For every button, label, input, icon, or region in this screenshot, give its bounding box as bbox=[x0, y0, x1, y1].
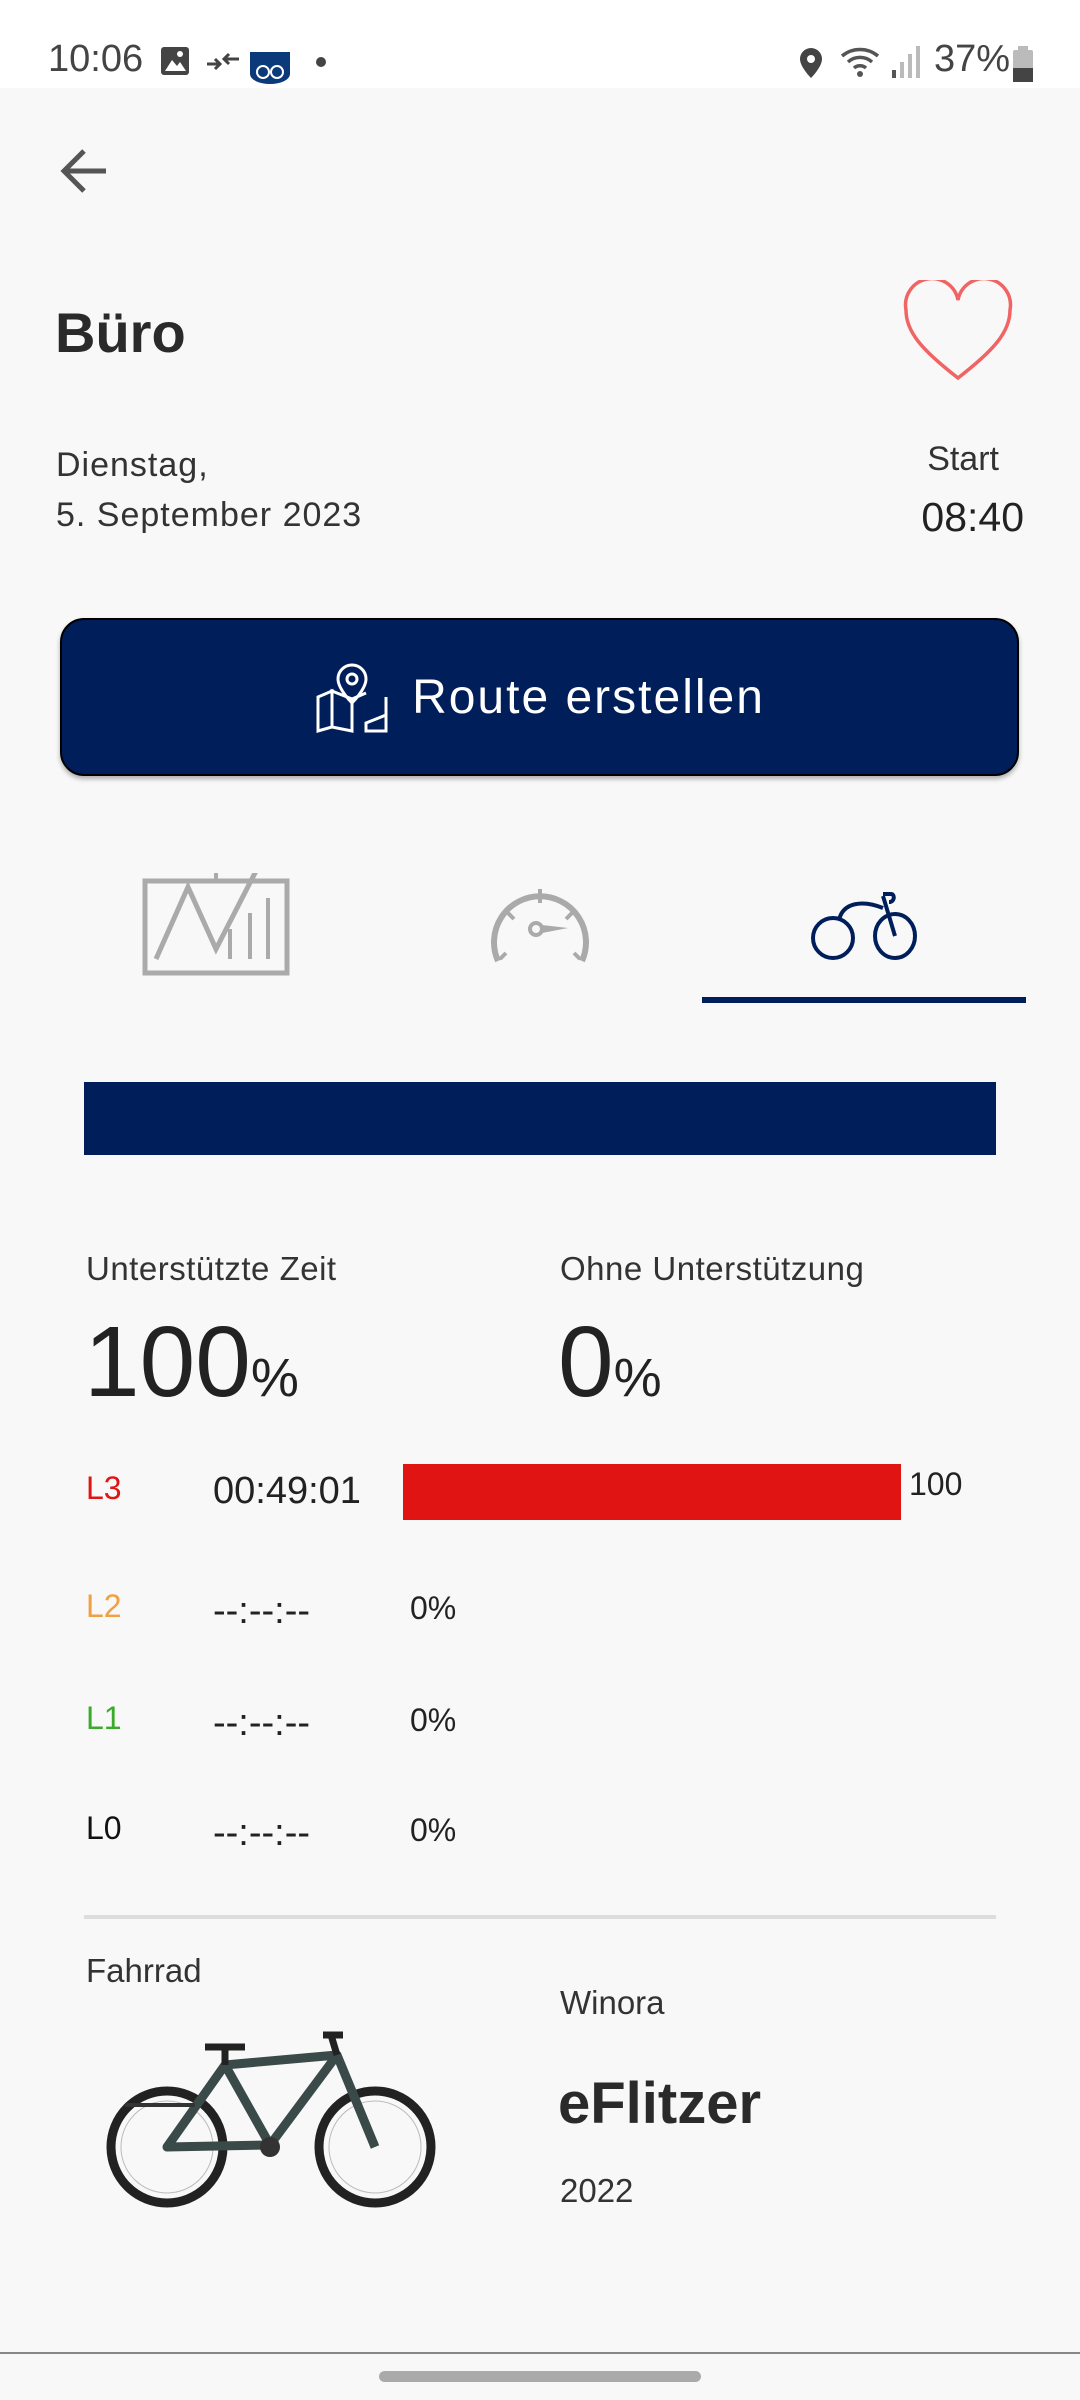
level-name: L1 bbox=[86, 1700, 122, 1736]
level-time: --:--:-- bbox=[213, 1702, 311, 1744]
image-notification-icon bbox=[161, 47, 189, 75]
level-bar bbox=[403, 1464, 901, 1520]
level-percent: 100 bbox=[909, 1466, 963, 1502]
start-label: Start bbox=[927, 440, 999, 478]
level-percent: 0% bbox=[410, 1590, 457, 1626]
supported-time-label: Unterstützte Zeit bbox=[86, 1250, 337, 1287]
tab-speedometer[interactable] bbox=[390, 850, 690, 1000]
status-time: 10:06 bbox=[48, 38, 144, 80]
bike-section-label: Fahrrad bbox=[86, 1952, 202, 1989]
status-bar: 10:06 37% bbox=[0, 0, 1080, 88]
wifi-icon bbox=[840, 47, 880, 77]
level-name: L3 bbox=[86, 1470, 122, 1506]
date: 5. September 2023 bbox=[56, 496, 363, 534]
gesture-handle[interactable] bbox=[379, 2371, 701, 2382]
create-route-button[interactable]: Route erstellen bbox=[60, 618, 1019, 776]
level-name: L2 bbox=[86, 1588, 122, 1624]
map-pin-icon bbox=[316, 663, 388, 733]
mahle-app-icon bbox=[250, 52, 290, 84]
battery-percent: 37% bbox=[934, 38, 1011, 80]
weekday: Dienstag, bbox=[56, 446, 209, 484]
data-saver-icon bbox=[207, 52, 239, 71]
tab-chart[interactable] bbox=[66, 850, 366, 1000]
signal-icon bbox=[892, 46, 920, 78]
location-icon bbox=[800, 48, 822, 78]
divider bbox=[84, 1915, 996, 1919]
battery-icon bbox=[1013, 46, 1033, 82]
bike-brand: Winora bbox=[560, 1984, 665, 2021]
level-name: L0 bbox=[86, 1810, 122, 1846]
page-title: Büro bbox=[55, 301, 186, 364]
unsupported-value: 0% bbox=[558, 1306, 662, 1418]
notification-dot-icon bbox=[316, 57, 326, 67]
tab-bicycle[interactable] bbox=[714, 850, 1014, 1000]
back-arrow-icon[interactable] bbox=[56, 145, 112, 197]
create-route-label: Route erstellen bbox=[412, 670, 765, 724]
level-time: --:--:-- bbox=[213, 1590, 311, 1632]
bike-image bbox=[106, 2031, 436, 2208]
active-tab-indicator bbox=[702, 997, 1026, 1003]
assist-summary-bar bbox=[84, 1082, 996, 1155]
level-percent: 0% bbox=[410, 1702, 457, 1738]
bike-year: 2022 bbox=[560, 2172, 634, 2209]
nav-bar-divider bbox=[0, 2352, 1080, 2354]
level-percent: 0% bbox=[410, 1812, 457, 1848]
heart-favorite-icon[interactable] bbox=[902, 280, 1014, 384]
unsupported-label: Ohne Unterstützung bbox=[560, 1250, 865, 1287]
chart-icon bbox=[142, 873, 290, 976]
level-time: 00:49:01 bbox=[213, 1470, 361, 1512]
start-time: 08:40 bbox=[921, 494, 1024, 540]
bicycle-icon bbox=[811, 892, 917, 960]
level-time: --:--:-- bbox=[213, 1812, 311, 1854]
bike-model: eFlitzer bbox=[558, 2071, 762, 2136]
speedometer-icon bbox=[491, 889, 589, 963]
supported-time-value: 100% bbox=[84, 1306, 299, 1418]
